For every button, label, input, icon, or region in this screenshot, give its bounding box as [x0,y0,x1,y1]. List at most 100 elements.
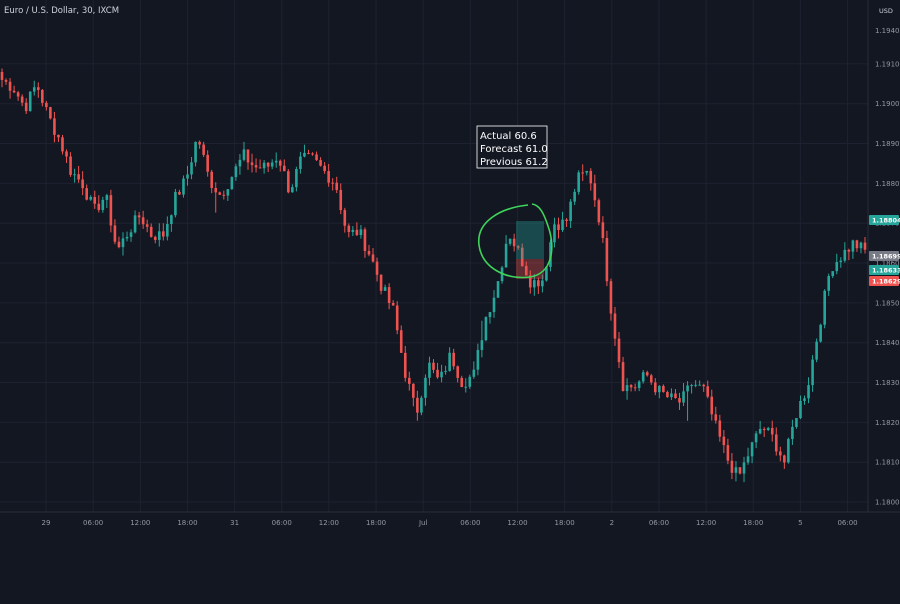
candle-body [28,91,32,112]
candle-body [101,199,105,210]
candle-body [85,188,88,200]
candle-body [694,384,697,386]
time-tick-label: 06:00 [272,519,292,527]
candle-body [730,460,734,473]
price-tick-label: 1.18600 [875,260,900,268]
time-tick-label: 2 [610,519,614,527]
candle-body [609,281,613,314]
price-tick-label: 1.18300 [875,379,900,387]
candle-body [734,467,738,473]
candle-body [758,428,762,434]
candle-body [403,352,407,378]
symbol-title: Euro / U.S. Dollar, 30, IXCM [4,6,119,16]
candle-body [649,375,653,383]
candle-body [787,439,790,463]
candle-body [456,366,459,378]
candle-body [448,352,451,371]
time-tick-label: 5 [798,519,802,527]
candle-body [270,162,274,167]
candle-body [565,219,568,222]
candle-body [166,223,169,237]
candle-body [93,197,97,204]
callout-line: Actual 60.6 [480,131,537,142]
candle-body [416,397,419,413]
candle-body [770,428,774,435]
candle-body [440,371,443,378]
candle-body [226,189,230,196]
candle-body [45,102,48,108]
candle-body [178,191,181,195]
candle-body [347,225,351,232]
candle-body [57,134,60,138]
candle-body [355,229,359,236]
candle-body [266,162,270,167]
currency-label[interactable]: USD [879,7,893,15]
candle-body [831,271,835,277]
candle-body [303,152,306,157]
candle-body [250,162,254,166]
candle-body [662,385,665,393]
candle-body [287,171,290,193]
candle-body [391,302,395,306]
candle-body [625,385,629,392]
candle-body [621,362,625,392]
candle-body [601,222,605,239]
candle-body [137,215,141,218]
candle-body [182,178,185,195]
candle-body [682,391,685,403]
price-tick-label-partial: 1.19400 [875,27,900,35]
candle-body [585,170,589,173]
candle-body [690,385,693,387]
candle-body [97,203,101,210]
candle-body [472,369,476,377]
candle-body [641,372,645,382]
candle-body [738,467,742,474]
candle-body [299,156,302,169]
candle-body [698,384,701,386]
candle-body [658,385,661,393]
time-tick-label: 18:00 [177,519,197,527]
candle-body [629,385,633,388]
candle-body [129,232,133,237]
candle-body [295,168,298,188]
candle-body [678,398,681,403]
time-tick-label: 06:00 [83,519,103,527]
candle-body [149,226,153,237]
time-tick-label: 06:00 [649,519,669,527]
candle-body [234,166,238,178]
candle-body [746,456,750,463]
candle-body [754,433,758,443]
candle-body [311,153,314,155]
candle-body [436,369,439,378]
candle-body [198,141,201,145]
candle-body [799,400,802,419]
candle-body [512,238,516,247]
candle-body [533,280,536,288]
candle-body [307,152,310,154]
candle-body [174,191,177,216]
annotation-circle [478,203,553,279]
price-badge-label: 1.18804 [872,217,900,225]
candle-body [73,174,76,176]
candle-body [835,262,839,272]
candle-body [432,362,435,370]
candle-body [24,102,28,112]
candle-body [12,90,16,93]
candle-body [791,426,794,440]
price-tick-label: 1.18500 [875,299,900,307]
candle-body [633,387,637,389]
time-tick-label: 31 [230,519,239,527]
candles [0,68,867,483]
candle-body [291,187,294,193]
price-tick-label: 1.18900 [875,140,900,148]
candle-body [653,382,657,393]
candle-body [557,224,560,231]
candle-body [827,276,831,291]
candle-body [424,377,427,398]
candle-body [766,428,770,430]
candle-body [36,87,40,90]
candle-body [363,229,367,251]
candle-body [541,280,544,287]
